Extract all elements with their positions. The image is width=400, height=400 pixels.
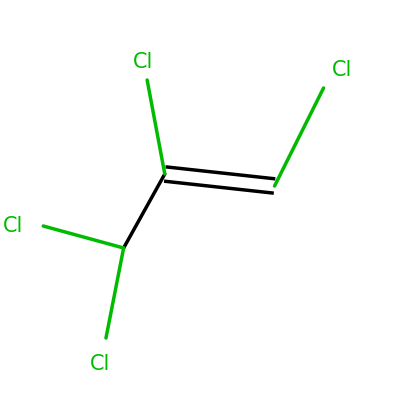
Text: Cl: Cl [3, 216, 24, 236]
Text: Cl: Cl [90, 354, 110, 374]
Text: Cl: Cl [133, 52, 154, 72]
Text: Cl: Cl [331, 60, 352, 80]
